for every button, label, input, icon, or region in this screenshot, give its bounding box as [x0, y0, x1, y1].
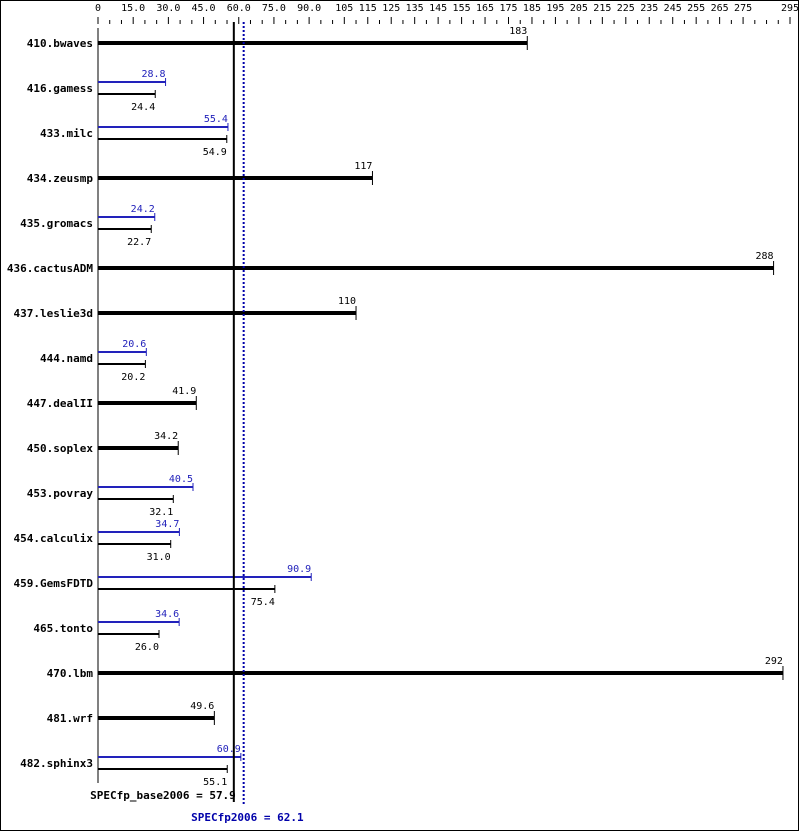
benchmark-label: 410.bwaves [27, 37, 93, 50]
base-value-label: 292 [765, 656, 783, 667]
x-tick-label: 165 [476, 3, 494, 14]
benchmark-label: 435.gromacs [20, 217, 93, 230]
base-value-label: 75.4 [251, 597, 275, 608]
x-tick-label: 225 [617, 3, 635, 14]
x-tick-label: 295 [781, 3, 799, 14]
benchmark-label: 436.cactusADM [7, 262, 93, 275]
peak-value-label: 34.7 [155, 519, 179, 530]
x-tick-label: 175 [499, 3, 517, 14]
base-value-label: 22.7 [127, 237, 151, 248]
base-value-label: 24.4 [131, 102, 155, 113]
benchmark-label: 416.gamess [27, 82, 93, 95]
base-value-label: 26.0 [135, 642, 159, 653]
peak-value-label: 24.2 [131, 204, 155, 215]
base-value-label: 49.6 [190, 701, 214, 712]
peak-value-label: 55.4 [204, 114, 228, 125]
base-value-label: 20.2 [121, 372, 145, 383]
benchmark-label: 465.tonto [33, 622, 93, 635]
x-tick-label: 15.0 [121, 3, 145, 14]
x-tick-label: 135 [406, 3, 424, 14]
benchmark-label: 433.milc [40, 127, 93, 140]
base-value-label: 55.1 [203, 777, 227, 788]
x-tick-label: 245 [664, 3, 682, 14]
peak-value-label: 40.5 [169, 474, 193, 485]
base-value-label: 288 [756, 251, 774, 262]
x-tick-label: 155 [453, 3, 471, 14]
base-value-label: 34.2 [154, 431, 178, 442]
benchmark-label: 459.GemsFDTD [14, 577, 94, 590]
benchmark-label: 437.leslie3d [14, 307, 93, 320]
benchmark-label: 470.lbm [47, 667, 94, 680]
benchmark-label: 454.calculix [14, 532, 94, 545]
base-value-label: 31.0 [147, 552, 171, 563]
x-tick-label: 205 [570, 3, 588, 14]
base-value-label: 41.9 [172, 386, 196, 397]
peak-value-label: 90.9 [287, 564, 311, 575]
x-tick-label: 60.0 [227, 3, 251, 14]
peak-value-label: 34.6 [155, 609, 179, 620]
benchmark-label: 450.soplex [27, 442, 94, 455]
benchmark-label: 447.dealII [27, 397, 93, 410]
x-tick-label: 105 [335, 3, 353, 14]
benchmark-label: 434.zeusmp [27, 172, 94, 185]
peak-value-label: 28.8 [141, 69, 165, 80]
x-tick-label: 0 [95, 3, 101, 14]
base-value-label: 110 [338, 296, 356, 307]
peak-value-label: 60.9 [217, 744, 241, 755]
x-tick-label: 115 [359, 3, 377, 14]
x-tick-label: 30.0 [156, 3, 180, 14]
x-tick-label: 195 [546, 3, 564, 14]
x-tick-label: 265 [711, 3, 729, 14]
x-tick-label: 75.0 [262, 3, 286, 14]
peak-value-label: 20.6 [122, 339, 146, 350]
benchmark-label: 481.wrf [47, 712, 93, 725]
x-tick-label: 145 [429, 3, 447, 14]
peak-reference-label: SPECfp2006 = 62.1 [191, 811, 304, 824]
base-value-label: 183 [509, 26, 527, 37]
x-tick-label: 125 [382, 3, 400, 14]
x-tick-label: 45.0 [192, 3, 216, 14]
x-tick-label: 235 [640, 3, 658, 14]
x-tick-label: 255 [687, 3, 705, 14]
benchmark-label: 444.namd [40, 352, 93, 365]
benchmark-label: 482.sphinx3 [20, 757, 93, 770]
x-tick-label: 275 [734, 3, 752, 14]
base-value-label: 54.9 [203, 147, 227, 158]
x-tick-label: 185 [523, 3, 541, 14]
benchmark-label: 453.povray [27, 487, 94, 500]
base-value-label: 117 [354, 161, 372, 172]
x-tick-label: 215 [593, 3, 611, 14]
x-tick-label: 90.0 [297, 3, 321, 14]
base-reference-label: SPECfp_base2006 = 57.9 [90, 789, 236, 802]
base-value-label: 32.1 [149, 507, 173, 518]
